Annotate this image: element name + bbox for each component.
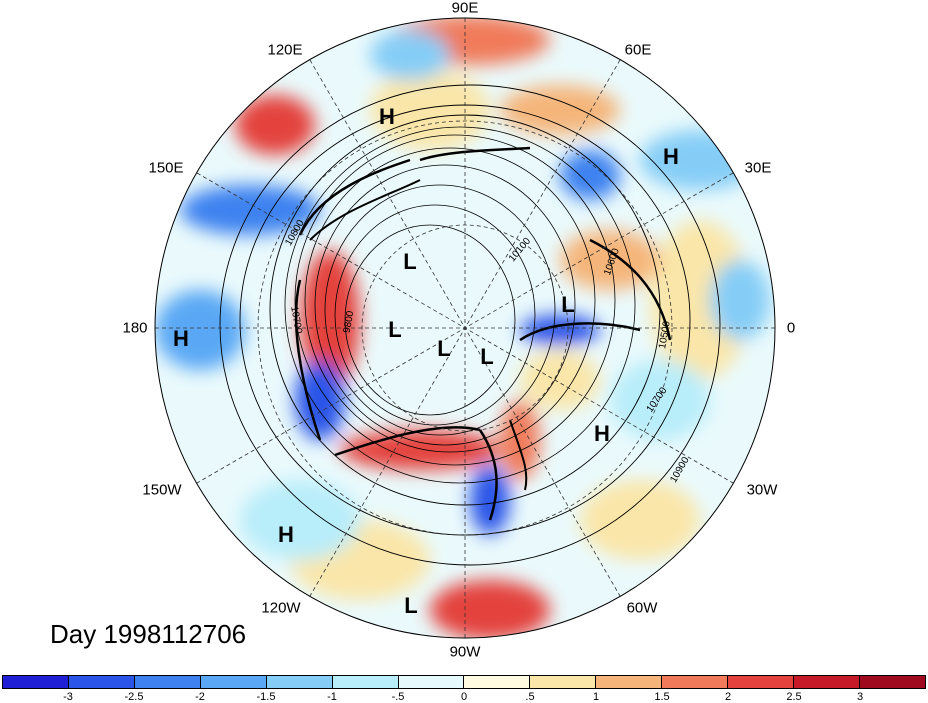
colorbar-tick-label: 2.5 <box>786 691 802 703</box>
colorbar-tick-label: 0 <box>460 691 468 703</box>
low-center-marker: L <box>404 593 418 618</box>
colorbar-tick-label: .5 <box>525 691 535 703</box>
high-center-marker: H <box>379 104 395 129</box>
colorbar-cell <box>332 676 399 688</box>
colorbar-tick-label: 3 <box>856 691 864 703</box>
lon-label-150e: 150E <box>148 159 184 177</box>
lon-label-30e: 30E <box>744 159 772 177</box>
lon-label-120w: 120W <box>261 599 301 617</box>
lon-label-90w: 90W <box>449 643 481 661</box>
colorbar-tick-label: -2.5 <box>124 691 144 703</box>
low-center-marker: L <box>437 336 451 361</box>
lon-label-120e: 120E <box>267 41 303 59</box>
lon-label-60e: 60E <box>624 41 652 59</box>
colorbar-tick-label: 2 <box>724 691 732 703</box>
colorbar-cell <box>68 676 135 688</box>
lon-label-150w: 150W <box>142 481 182 499</box>
low-center-marker: L <box>403 249 417 274</box>
colorbar-tick-label: 1 <box>592 691 600 703</box>
lon-label-30w: 30W <box>746 481 778 499</box>
lon-label-60w: 60W <box>626 599 658 617</box>
lon-label-90e: 90E <box>451 0 479 17</box>
polar-map <box>154 17 776 639</box>
colorbar-cell <box>200 676 267 688</box>
map-boundary <box>154 17 776 639</box>
lon-label-0: 0 <box>786 319 796 337</box>
colorbar-cell <box>134 676 201 688</box>
high-center-marker: H <box>663 144 679 169</box>
colorbar-cell <box>266 676 333 688</box>
colorbar-tick-label: -.5 <box>391 691 405 703</box>
colorbar-tick-label: -2 <box>195 691 205 703</box>
colorbar-tick-label: -3 <box>63 691 73 703</box>
colorbar-cell <box>859 676 925 688</box>
colorbar-tick-label: -1 <box>327 691 337 703</box>
colorbar <box>2 675 926 689</box>
colorbar-cell <box>398 676 465 688</box>
colorbar-tick-label: 1.5 <box>654 691 670 703</box>
low-center-marker: L <box>388 317 402 342</box>
colorbar-cell <box>662 676 729 688</box>
colorbar-cell <box>728 676 795 688</box>
graticule <box>155 18 775 638</box>
high-center-marker: H <box>173 326 189 351</box>
lon-label-180: 180 <box>122 319 148 337</box>
high-center-marker: H <box>278 522 294 547</box>
low-center-marker: L <box>480 344 494 369</box>
colorbar-cell <box>3 676 69 688</box>
colorbar-tick-label: -1.5 <box>256 691 276 703</box>
high-center-marker: H <box>594 421 610 446</box>
colorbar-cell <box>530 676 597 688</box>
colorbar-cell <box>464 676 531 688</box>
colorbar-cell <box>596 676 663 688</box>
low-center-marker: L <box>561 292 575 317</box>
date-label: Day 1998112706 <box>50 619 247 649</box>
colorbar-cell <box>794 676 860 688</box>
